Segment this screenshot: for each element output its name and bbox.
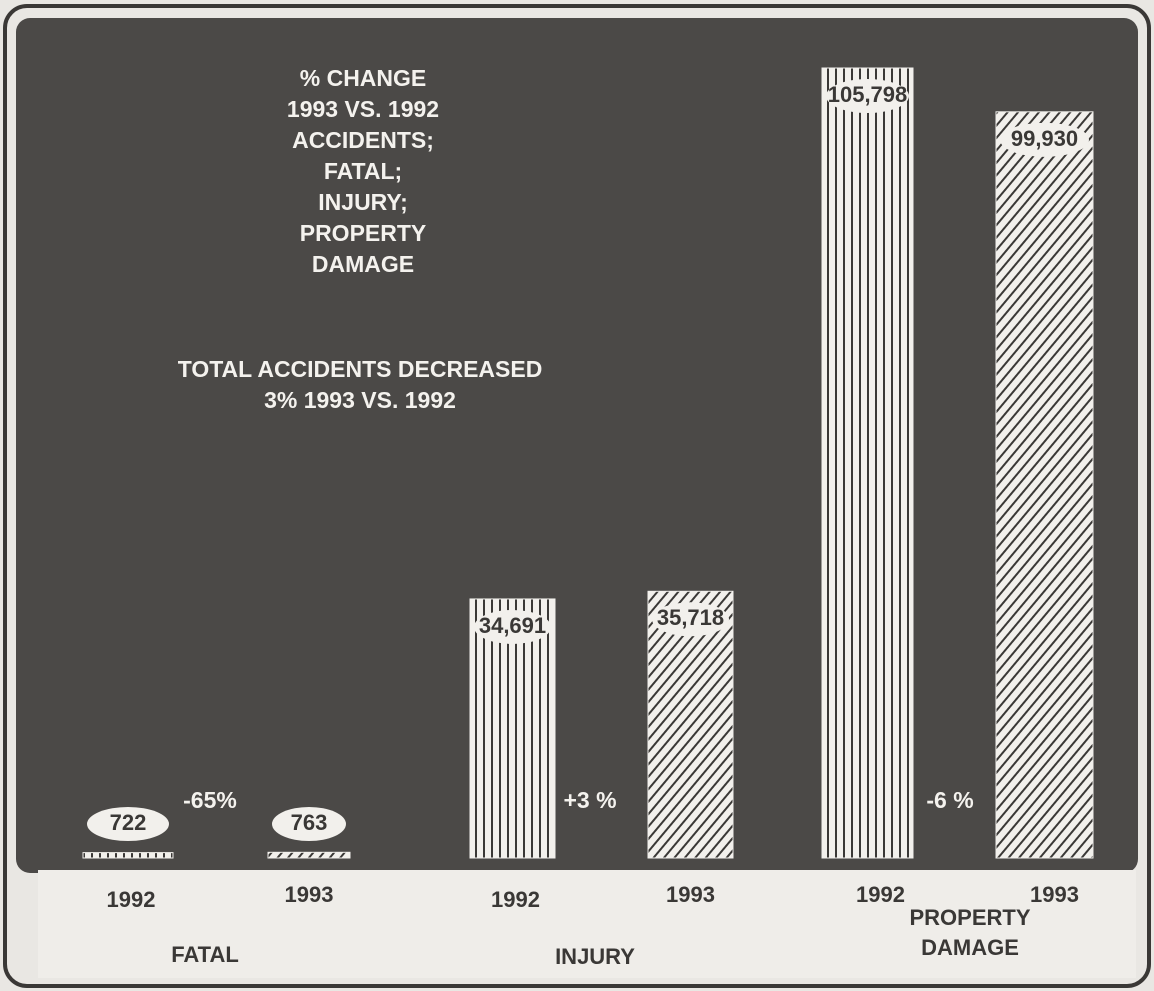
bar — [821, 67, 914, 859]
value-label-bg — [272, 807, 346, 841]
category-label: PROPERTY DAMAGE — [909, 905, 1031, 960]
title-line: % CHANGE — [299, 65, 427, 91]
annotation: -65% — [183, 787, 237, 813]
value-label-bg — [826, 79, 909, 113]
label-band — [38, 870, 1136, 978]
bar — [995, 111, 1094, 859]
subtitle-line: TOTAL ACCIDENTS DECREASED — [177, 356, 543, 382]
title-line: PROPERTY — [299, 220, 427, 246]
title-line: FATAL; — [323, 158, 403, 184]
panel — [16, 18, 1138, 873]
title-line: INJURY; — [318, 189, 408, 215]
value-label: 105,798 — [827, 82, 908, 107]
x-tick-label: 1992 — [491, 887, 540, 912]
title-line: ACCIDENTS; — [292, 127, 434, 153]
value-label-bg — [1000, 122, 1089, 157]
bar — [267, 851, 351, 859]
category-label: FATAL — [171, 942, 239, 967]
x-tick-label: 1993 — [284, 882, 334, 907]
category-label: INJURY — [555, 944, 635, 969]
subtitle-line: 3% 1993 VS. 1992 — [264, 387, 456, 413]
value-label-bg — [652, 602, 729, 637]
value-label: 99,930 — [1010, 125, 1079, 151]
x-tick-label: 1993 — [1030, 882, 1079, 907]
x-tick-label: 1992 — [106, 887, 156, 912]
title-line: DAMAGE — [311, 251, 415, 277]
bar — [469, 598, 556, 859]
value-label-bg — [474, 609, 551, 644]
value-label: 722 — [109, 810, 147, 835]
annotation: -6 % — [926, 787, 974, 813]
value-label: 763 — [290, 810, 328, 835]
bar — [82, 852, 174, 859]
annotation: +3 % — [563, 787, 617, 813]
title-line: 1993 VS. 1992 — [286, 96, 440, 122]
x-tick-label: 1992 — [856, 882, 905, 907]
x-tick-label: 1993 — [666, 882, 715, 907]
value-label-bg — [87, 807, 169, 841]
value-label: 35,718 — [656, 605, 725, 631]
value-label: 34,691 — [478, 612, 547, 638]
